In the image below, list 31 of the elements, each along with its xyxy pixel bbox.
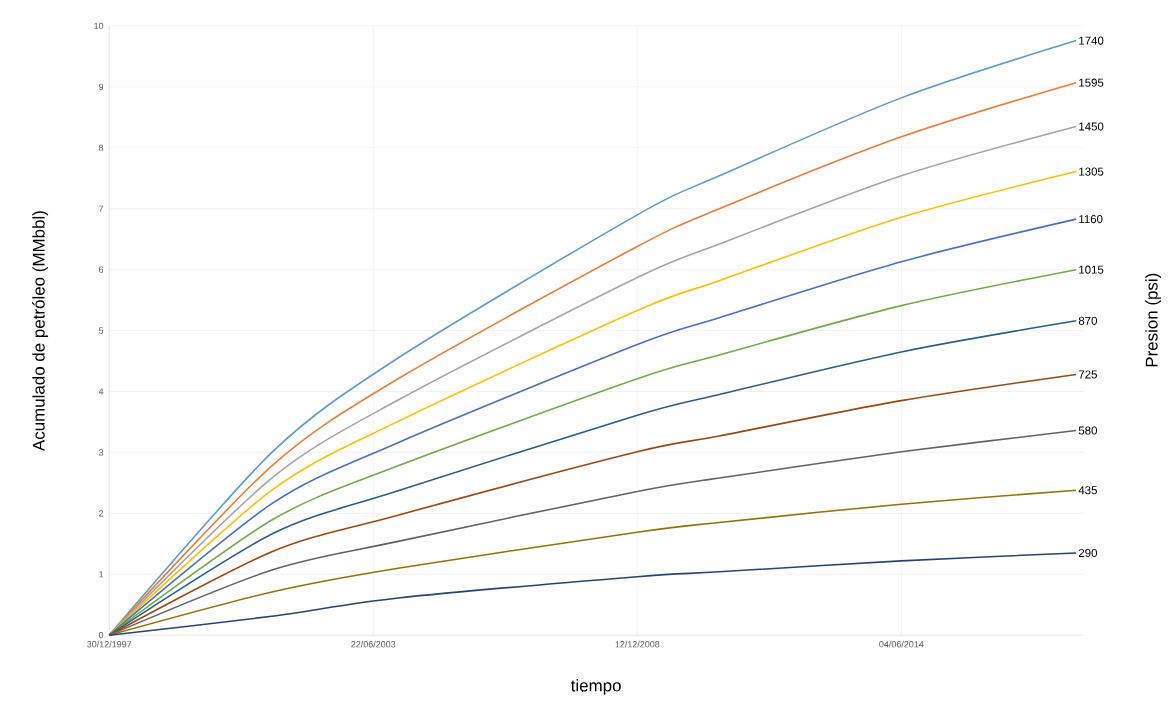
y-axis-title: Acumulado de petróleo (MMbbl) [32,211,49,452]
y-tick-label: 10 [94,22,104,30]
series-label: 580 [1078,426,1097,435]
line-series [108,552,1077,636]
x-tick-label: 30/12/1997 [87,640,132,648]
series-label: 435 [1078,486,1097,495]
y-tick-label: 5 [98,327,104,334]
series-label: 1015 [1079,265,1104,274]
series-label: 1160 [1079,215,1103,224]
y-tick-label: 8 [98,144,104,151]
y-tick-label: 1 [99,571,104,578]
series-label: 1740 [1079,36,1104,45]
series-label: 1450 [1079,122,1104,131]
series-label: 1305 [1079,167,1104,176]
x-tick-label: 12/12/2008 [615,640,660,648]
series-label: 1595 [1079,78,1104,87]
line-series [108,429,1077,636]
x-tick-label: 04/06/2014 [879,640,924,648]
y2-axis-title: Presion (psi) [1145,273,1162,367]
y-tick-label: 3 [98,449,104,456]
series-label: 725 [1078,370,1097,379]
y-tick-label: 7 [99,205,104,212]
y-tick-label: 6 [99,266,104,273]
series-label: 870 [1078,316,1097,325]
x-axis-title: tiempo [570,679,621,695]
y-tick-label: 4 [98,388,104,395]
y-tick-label: 2 [99,510,104,517]
y-tick-label: 0 [98,632,104,639]
x-tick-label: 22/06/2003 [351,640,396,648]
series-label: 290 [1078,548,1097,557]
y-tick-label: 9 [99,83,104,91]
